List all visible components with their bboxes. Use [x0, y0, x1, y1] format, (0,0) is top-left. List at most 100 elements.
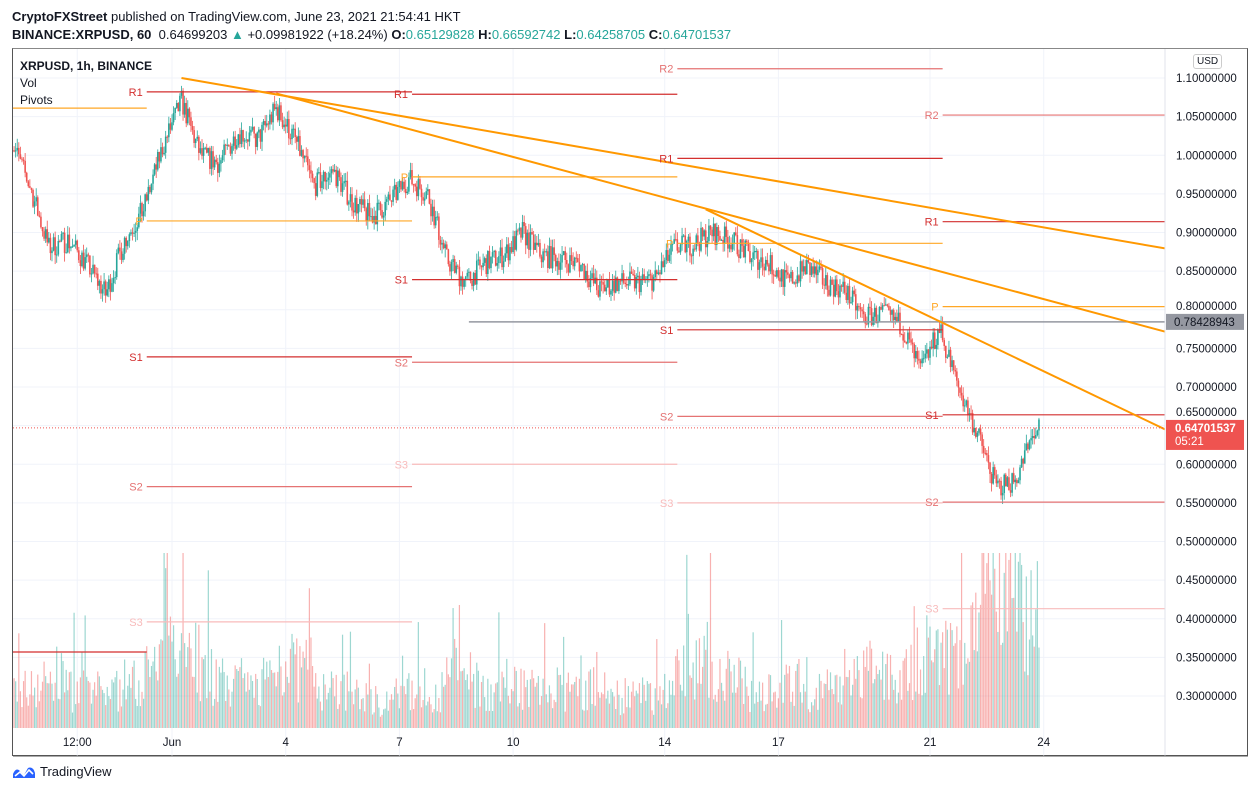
candle-body	[766, 259, 769, 265]
volume-bar	[277, 671, 279, 728]
candle-body	[949, 349, 952, 368]
candle	[490, 256, 492, 274]
candle-body	[428, 189, 431, 204]
candle-body	[963, 405, 966, 407]
candle	[106, 281, 109, 297]
volume-bar	[109, 698, 112, 728]
volume-bar	[289, 648, 292, 728]
candle-body	[717, 227, 720, 237]
candle-body	[376, 202, 379, 225]
candle	[935, 338, 938, 358]
candle	[414, 183, 416, 192]
volume-bar	[967, 658, 969, 728]
candle	[337, 166, 339, 193]
candle	[749, 243, 751, 264]
candle-body	[123, 237, 126, 254]
volume-bar	[574, 681, 576, 728]
volume-bar	[776, 707, 778, 728]
volume-bar	[180, 633, 183, 728]
candle-body	[480, 265, 483, 268]
candle-body	[610, 290, 612, 295]
volume-bar	[822, 698, 824, 728]
candle-body	[316, 172, 319, 196]
candle-body	[262, 121, 265, 125]
legend-pivots[interactable]: Pivots	[20, 93, 53, 107]
candle	[313, 177, 315, 189]
candle-body	[51, 250, 53, 254]
candle	[378, 199, 380, 211]
volume-bar	[270, 670, 273, 728]
candle-body	[640, 279, 642, 293]
volume-bar	[792, 691, 794, 728]
volume-bar	[201, 657, 203, 728]
candle-body	[269, 114, 271, 125]
candle-body	[829, 279, 832, 296]
candle	[275, 100, 278, 116]
candle	[1001, 485, 1004, 505]
author[interactable]: CryptoFXStreet	[12, 9, 108, 24]
volume-bar	[915, 691, 917, 728]
candle-body	[338, 170, 341, 178]
candle-body	[172, 113, 175, 123]
volume-bar	[540, 696, 543, 728]
candle-body	[948, 349, 950, 357]
candle-body	[463, 280, 465, 287]
candle	[324, 171, 326, 190]
volume-bar	[569, 691, 571, 728]
candle	[352, 202, 355, 219]
candle	[251, 117, 254, 132]
candle-body	[889, 310, 892, 315]
candle	[799, 255, 802, 287]
candle	[637, 266, 639, 284]
tradingview-logo[interactable]: TradingView	[12, 764, 112, 779]
candle-body	[477, 259, 480, 261]
candle-body	[1011, 473, 1013, 493]
candle-body	[490, 256, 492, 269]
candle	[119, 240, 121, 260]
candle	[605, 278, 608, 296]
candle-body	[924, 353, 927, 359]
volume-bar	[37, 674, 39, 728]
candle	[504, 246, 507, 262]
candle	[265, 114, 268, 128]
volume-bar	[711, 661, 713, 728]
volume-bar	[986, 563, 988, 728]
candle	[108, 275, 110, 298]
candle-body	[367, 202, 369, 221]
candle	[425, 187, 428, 200]
volume-bar	[433, 709, 435, 728]
candle	[940, 315, 942, 338]
candle-body	[264, 121, 266, 126]
candle	[450, 259, 453, 280]
candle	[346, 171, 349, 206]
candle-body	[226, 144, 229, 146]
candle	[89, 255, 91, 278]
candle	[894, 312, 897, 325]
volume-bar	[809, 712, 811, 728]
candle-body	[349, 194, 352, 202]
candle	[831, 277, 833, 286]
candle-body	[295, 136, 298, 142]
candle	[348, 200, 350, 211]
candle	[485, 254, 488, 277]
candle	[764, 256, 767, 271]
candle-body	[782, 269, 784, 287]
candle-body	[169, 123, 172, 130]
candle	[951, 355, 953, 372]
candle	[967, 396, 969, 422]
candle	[682, 233, 685, 238]
candle	[1012, 467, 1015, 485]
candle-body	[670, 244, 672, 255]
candle-body	[772, 274, 775, 276]
volume-bar	[444, 684, 446, 728]
legend-vol[interactable]: Vol	[20, 76, 37, 90]
volume-bar	[142, 698, 145, 728]
candle-body	[393, 184, 396, 190]
candle-body	[322, 171, 325, 182]
candle-body	[1027, 443, 1029, 450]
candle-body	[711, 229, 713, 237]
legend-title[interactable]: XRPUSD, 1h, BINANCE	[20, 59, 153, 73]
candle-body	[720, 239, 723, 241]
currency-badge[interactable]: USD	[1193, 54, 1223, 69]
